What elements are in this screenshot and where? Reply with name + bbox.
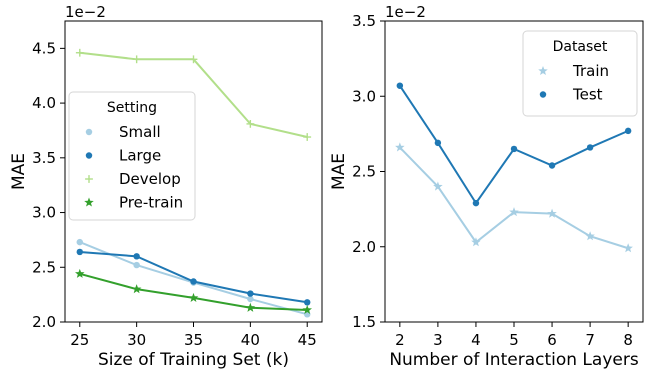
legend-marker-small xyxy=(85,128,93,136)
data-point-small xyxy=(133,261,140,269)
chart-left: 25 30 35 40 45 2.0 2.5 3.0 3.5 4.0 4.5 1e−2 Size of … xyxy=(9,3,323,370)
legend-label-train: Train xyxy=(572,62,609,80)
y-axis-label: MAE xyxy=(9,153,29,190)
y-tick-label: 3.5 xyxy=(32,149,56,167)
data-point-train xyxy=(547,208,557,218)
data-point-large xyxy=(190,278,197,285)
series-small xyxy=(76,238,311,318)
data-point-develop xyxy=(132,55,141,64)
x-tick-label: 3 xyxy=(433,331,443,349)
y-tick-label: 3.0 xyxy=(32,204,56,222)
data-point-develop xyxy=(189,55,198,64)
legend-marker-large xyxy=(85,152,93,159)
data-point-develop xyxy=(303,133,312,141)
data-point-large xyxy=(247,290,254,297)
data-point-train xyxy=(623,243,633,253)
series-line-small xyxy=(79,241,308,316)
x-axis-label: Number of Interaction Layers xyxy=(389,350,639,370)
legend-title: Setting xyxy=(107,100,157,116)
legend-left: Setting Small Large Develop Pre-train xyxy=(68,91,196,221)
offset-text: 1e−2 xyxy=(65,3,106,21)
legend-label-pre-train: Pre-train xyxy=(119,194,183,212)
x-tick-label: 25 xyxy=(70,331,89,349)
offset-text: 1e−2 xyxy=(385,3,426,21)
data-point-small xyxy=(76,238,84,246)
x-tick-label: 40 xyxy=(241,331,260,349)
data-point-train xyxy=(395,142,405,152)
data-point-large xyxy=(303,299,311,306)
x-axis-label: Size of Training Set (k) xyxy=(98,350,289,370)
chart-right: 2 3 4 5 6 7 8 1.5 2.0 2.5 3.0 3.5 1e−2 Number of Inte… xyxy=(329,3,644,370)
data-point-pre-train xyxy=(188,292,199,302)
y-tick-label: 3.5 xyxy=(352,12,376,30)
data-point-train xyxy=(433,181,443,191)
y-tick-label: 2.5 xyxy=(352,163,376,181)
series-line-train xyxy=(399,146,629,250)
legend-label-small: Small xyxy=(119,123,161,141)
legend-box xyxy=(522,30,638,117)
legend-marker-develop xyxy=(85,175,93,183)
legend-marker-pre-train xyxy=(84,197,94,207)
legend-marker-test xyxy=(539,91,547,98)
series-test xyxy=(396,82,632,207)
y-tick-label: 2.0 xyxy=(32,313,56,331)
x-tick-label: 5 xyxy=(509,331,519,349)
legend-right: Dataset Train Test xyxy=(522,30,638,117)
series-large xyxy=(76,248,311,306)
x-tick-label: 35 xyxy=(184,331,203,349)
x-tick-label: 8 xyxy=(623,331,633,349)
data-point-develop xyxy=(75,48,84,57)
data-point-test xyxy=(510,145,518,153)
x-tick-label: 2 xyxy=(395,331,405,349)
series-develop xyxy=(75,48,312,141)
data-point-train xyxy=(585,231,595,241)
x-tick-label: 6 xyxy=(547,331,557,349)
data-point-pre-train xyxy=(75,268,85,278)
legend-marker-train xyxy=(538,66,548,76)
series-pre-train xyxy=(75,268,312,315)
data-point-pre-train xyxy=(302,304,312,315)
y-tick-label: 2.0 xyxy=(352,238,376,256)
data-point-test xyxy=(624,127,632,135)
y-tick-label: 4.5 xyxy=(32,39,56,57)
data-point-test xyxy=(548,162,556,169)
legend-label-test: Test xyxy=(572,86,603,104)
data-point-pre-train xyxy=(245,302,256,312)
y-tick-label: 1.5 xyxy=(352,313,376,331)
y-tick-label: 4.0 xyxy=(32,94,56,112)
data-point-test xyxy=(396,82,404,89)
legend-title: Dataset xyxy=(553,39,608,55)
data-point-pre-train xyxy=(131,284,142,294)
y-tick-label: 2.5 xyxy=(32,258,56,276)
x-tick-label: 4 xyxy=(471,331,481,349)
data-point-test xyxy=(586,144,594,151)
data-point-train xyxy=(509,207,519,217)
y-axis-label: MAE xyxy=(329,153,349,190)
data-point-test xyxy=(434,139,442,147)
legend-label-large: Large xyxy=(119,147,161,165)
x-tick-label: 7 xyxy=(585,331,595,349)
data-point-large xyxy=(133,253,140,260)
series-train xyxy=(395,142,633,253)
legend-box xyxy=(68,91,196,221)
y-tick-label: 3.0 xyxy=(352,87,376,105)
data-point-test xyxy=(472,199,480,207)
x-tick-label: 30 xyxy=(127,331,146,349)
x-tick-label: 45 xyxy=(298,331,317,349)
legend-label-develop: Develop xyxy=(119,170,181,188)
data-point-train xyxy=(471,237,481,247)
data-point-develop xyxy=(246,119,255,128)
data-point-large xyxy=(76,248,84,256)
data-point-small xyxy=(247,295,254,303)
